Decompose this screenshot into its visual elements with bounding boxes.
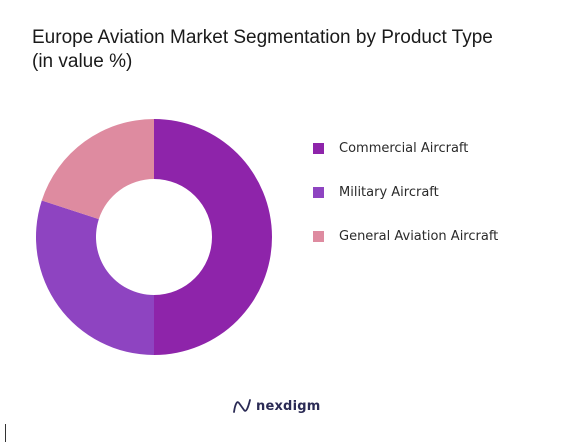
chart-title: Europe Aviation Market Segmentation by P…: [32, 27, 493, 72]
legend-swatch: [313, 142, 324, 154]
donut-slices: [35, 119, 272, 355]
legend-swatch: [313, 230, 324, 242]
legend-swatch: [313, 186, 324, 198]
donut-slice-military-aircraft: [35, 200, 154, 355]
legend-item: General Aviation Aircraft: [313, 226, 498, 246]
nexdigm-logo-icon: [233, 399, 251, 413]
legend-item: Commercial Aircraft: [313, 138, 498, 158]
text-cursor: [5, 424, 6, 442]
legend-label: General Aviation Aircraft: [339, 228, 499, 244]
donut-slice-commercial-aircraft: [154, 119, 272, 355]
chart-legend: Commercial Aircraft Military Aircraft Gene…: [313, 138, 498, 270]
donut-slice-general-aviation-aircraft: [41, 119, 154, 220]
brand-footer: nexdigm: [232, 398, 320, 414]
brand-name: nexdigm: [256, 398, 321, 414]
legend-item: Military Aircraft: [313, 182, 498, 202]
legend-label: Military Aircraft: [339, 184, 439, 200]
legend-label: Commercial Aircraft: [339, 140, 469, 156]
